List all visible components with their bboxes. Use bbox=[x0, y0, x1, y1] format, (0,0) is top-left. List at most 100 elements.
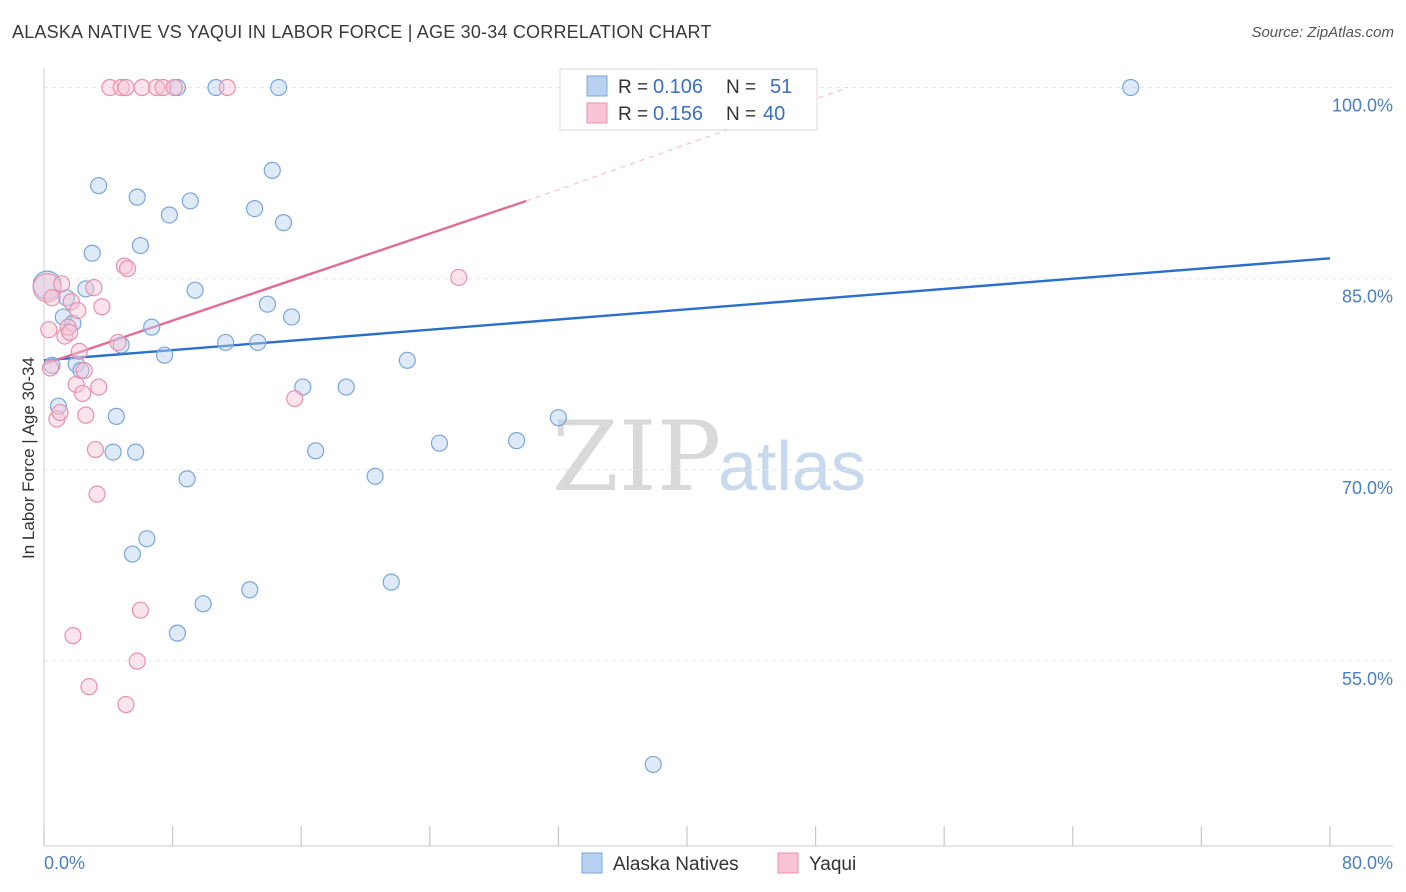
legend-r-label-alaska: R = bbox=[618, 77, 648, 98]
data-point-alaska bbox=[54, 308, 72, 326]
data-point-yaqui bbox=[67, 375, 85, 394]
data-point-alaska bbox=[178, 470, 196, 488]
data-point-yaqui bbox=[75, 361, 93, 380]
bottom-legend: Alaska Natives Yaqui bbox=[581, 852, 856, 875]
trend-line-alaska bbox=[43, 257, 1331, 362]
data-point-yaqui bbox=[93, 298, 111, 316]
y-tick-label: 70.0% bbox=[1342, 478, 1393, 498]
data-point-yaqui bbox=[90, 378, 108, 396]
data-point-yaqui bbox=[62, 293, 80, 311]
data-point-alaska bbox=[549, 409, 568, 427]
data-point-alaska bbox=[155, 346, 174, 364]
data-point-alaska bbox=[398, 351, 416, 369]
data-point-alaska bbox=[90, 177, 108, 195]
data-point-yaqui bbox=[118, 259, 137, 278]
data-point-alaska bbox=[131, 236, 150, 255]
data-point-yaqui bbox=[131, 601, 150, 619]
data-point-alaska bbox=[508, 432, 526, 450]
source-credit: Source: ZipAtlas.com bbox=[1251, 24, 1394, 41]
data-point-alaska bbox=[270, 78, 288, 97]
watermark-zip: ZIP bbox=[552, 401, 721, 513]
data-point-yaqui bbox=[61, 323, 79, 341]
data-point-alaska bbox=[258, 295, 277, 313]
data-point-yaqui bbox=[128, 652, 146, 670]
data-point-yaqui bbox=[286, 389, 304, 408]
data-point-yaqui bbox=[77, 406, 95, 424]
data-point-alaska bbox=[181, 192, 199, 210]
legend-n-alaska: 51 bbox=[770, 76, 792, 98]
watermark-atlas: atlas bbox=[718, 427, 866, 505]
bottom-legend-swatch-alaska bbox=[581, 852, 603, 874]
data-point-yaqui bbox=[64, 627, 82, 645]
legend: R = 0.106 N = 51 R = 0.156 N = 40 bbox=[559, 68, 818, 131]
data-point-yaqui bbox=[147, 78, 166, 97]
data-point-yaqui bbox=[109, 333, 127, 352]
data-point-alaska bbox=[274, 214, 293, 232]
data-point-alaska bbox=[138, 530, 156, 548]
data-point-alaska bbox=[112, 336, 130, 354]
data-point-yaqui bbox=[218, 78, 236, 97]
legend-r-label-yaqui: R = bbox=[618, 104, 648, 125]
legend-r-yaqui: 0.156 bbox=[653, 103, 703, 125]
data-point-alaska bbox=[282, 308, 301, 326]
data-point-yaqui bbox=[51, 403, 69, 422]
data-point-alaska bbox=[366, 467, 384, 485]
data-point-yaqui bbox=[40, 321, 58, 339]
data-point-alaska bbox=[107, 407, 125, 425]
data-point-alaska bbox=[307, 442, 325, 460]
data-point-alaska bbox=[83, 244, 101, 262]
bottom-legend-label-alaska: Alaska Natives bbox=[613, 854, 739, 875]
data-point-yaqui bbox=[85, 279, 103, 297]
data-point-yaqui bbox=[86, 440, 105, 459]
data-point-alaska bbox=[337, 378, 355, 396]
data-point-yaqui bbox=[115, 257, 133, 275]
data-point-yaqui bbox=[117, 78, 135, 97]
legend-n-label-alaska: N = bbox=[726, 77, 756, 98]
data-point-yaqui bbox=[73, 384, 92, 403]
data-point-alaska bbox=[194, 595, 212, 613]
data-point-alaska bbox=[49, 397, 68, 415]
data-point-alaska bbox=[160, 206, 178, 224]
data-point-alaska bbox=[186, 281, 204, 299]
y-axis-title: In Labor Force | Age 30-34 bbox=[19, 357, 38, 559]
data-point-yaqui bbox=[165, 78, 183, 97]
data-point-alaska bbox=[128, 188, 146, 206]
data-point-alaska bbox=[1122, 78, 1140, 97]
data-point-alaska bbox=[104, 443, 122, 461]
data-point-alaska bbox=[217, 333, 235, 352]
data-point-yaqui bbox=[88, 485, 106, 503]
legend-swatch-alaska bbox=[586, 75, 608, 97]
data-point-yaqui bbox=[53, 275, 71, 293]
data-point-yaqui bbox=[112, 78, 130, 97]
data-point-alaska bbox=[143, 318, 161, 336]
data-point-alaska bbox=[430, 434, 449, 452]
chart-title: ALASKA NATIVE VS YAQUI IN LABOR FORCE | … bbox=[12, 22, 712, 42]
data-point-alaska bbox=[249, 333, 267, 352]
x-tick-label-min: 0.0% bbox=[44, 853, 85, 873]
data-point-alaska bbox=[123, 545, 142, 563]
legend-n-yaqui: 40 bbox=[763, 103, 785, 125]
data-point-alaska bbox=[644, 755, 662, 774]
data-point-yaqui bbox=[133, 78, 151, 97]
data-point-yaqui bbox=[450, 268, 468, 287]
bottom-legend-label-yaqui: Yaqui bbox=[809, 854, 856, 875]
data-point-yaqui bbox=[117, 695, 135, 714]
data-point-yaqui bbox=[69, 301, 87, 320]
data-point-alaska bbox=[263, 161, 281, 179]
y-tick-label: 100.0% bbox=[1332, 95, 1393, 115]
data-point-alaska bbox=[241, 581, 259, 599]
x-tick-label-max: 80.0% bbox=[1342, 853, 1393, 873]
legend-n-label-yaqui: N = bbox=[726, 104, 756, 125]
axes: 100.0% 85.0% 70.0% 55.0% bbox=[43, 68, 1393, 847]
data-point-yaqui bbox=[43, 289, 61, 307]
data-point-alaska bbox=[127, 443, 145, 461]
y-tick-label: 55.0% bbox=[1342, 669, 1393, 689]
data-point-yaqui bbox=[41, 359, 60, 377]
data-point-yaqui bbox=[80, 678, 98, 696]
data-point-yaqui bbox=[70, 342, 88, 360]
legend-swatch-yaqui bbox=[586, 102, 608, 124]
data-point-alaska bbox=[245, 200, 264, 218]
grid bbox=[44, 86, 1393, 662]
data-point-alaska bbox=[43, 356, 61, 375]
